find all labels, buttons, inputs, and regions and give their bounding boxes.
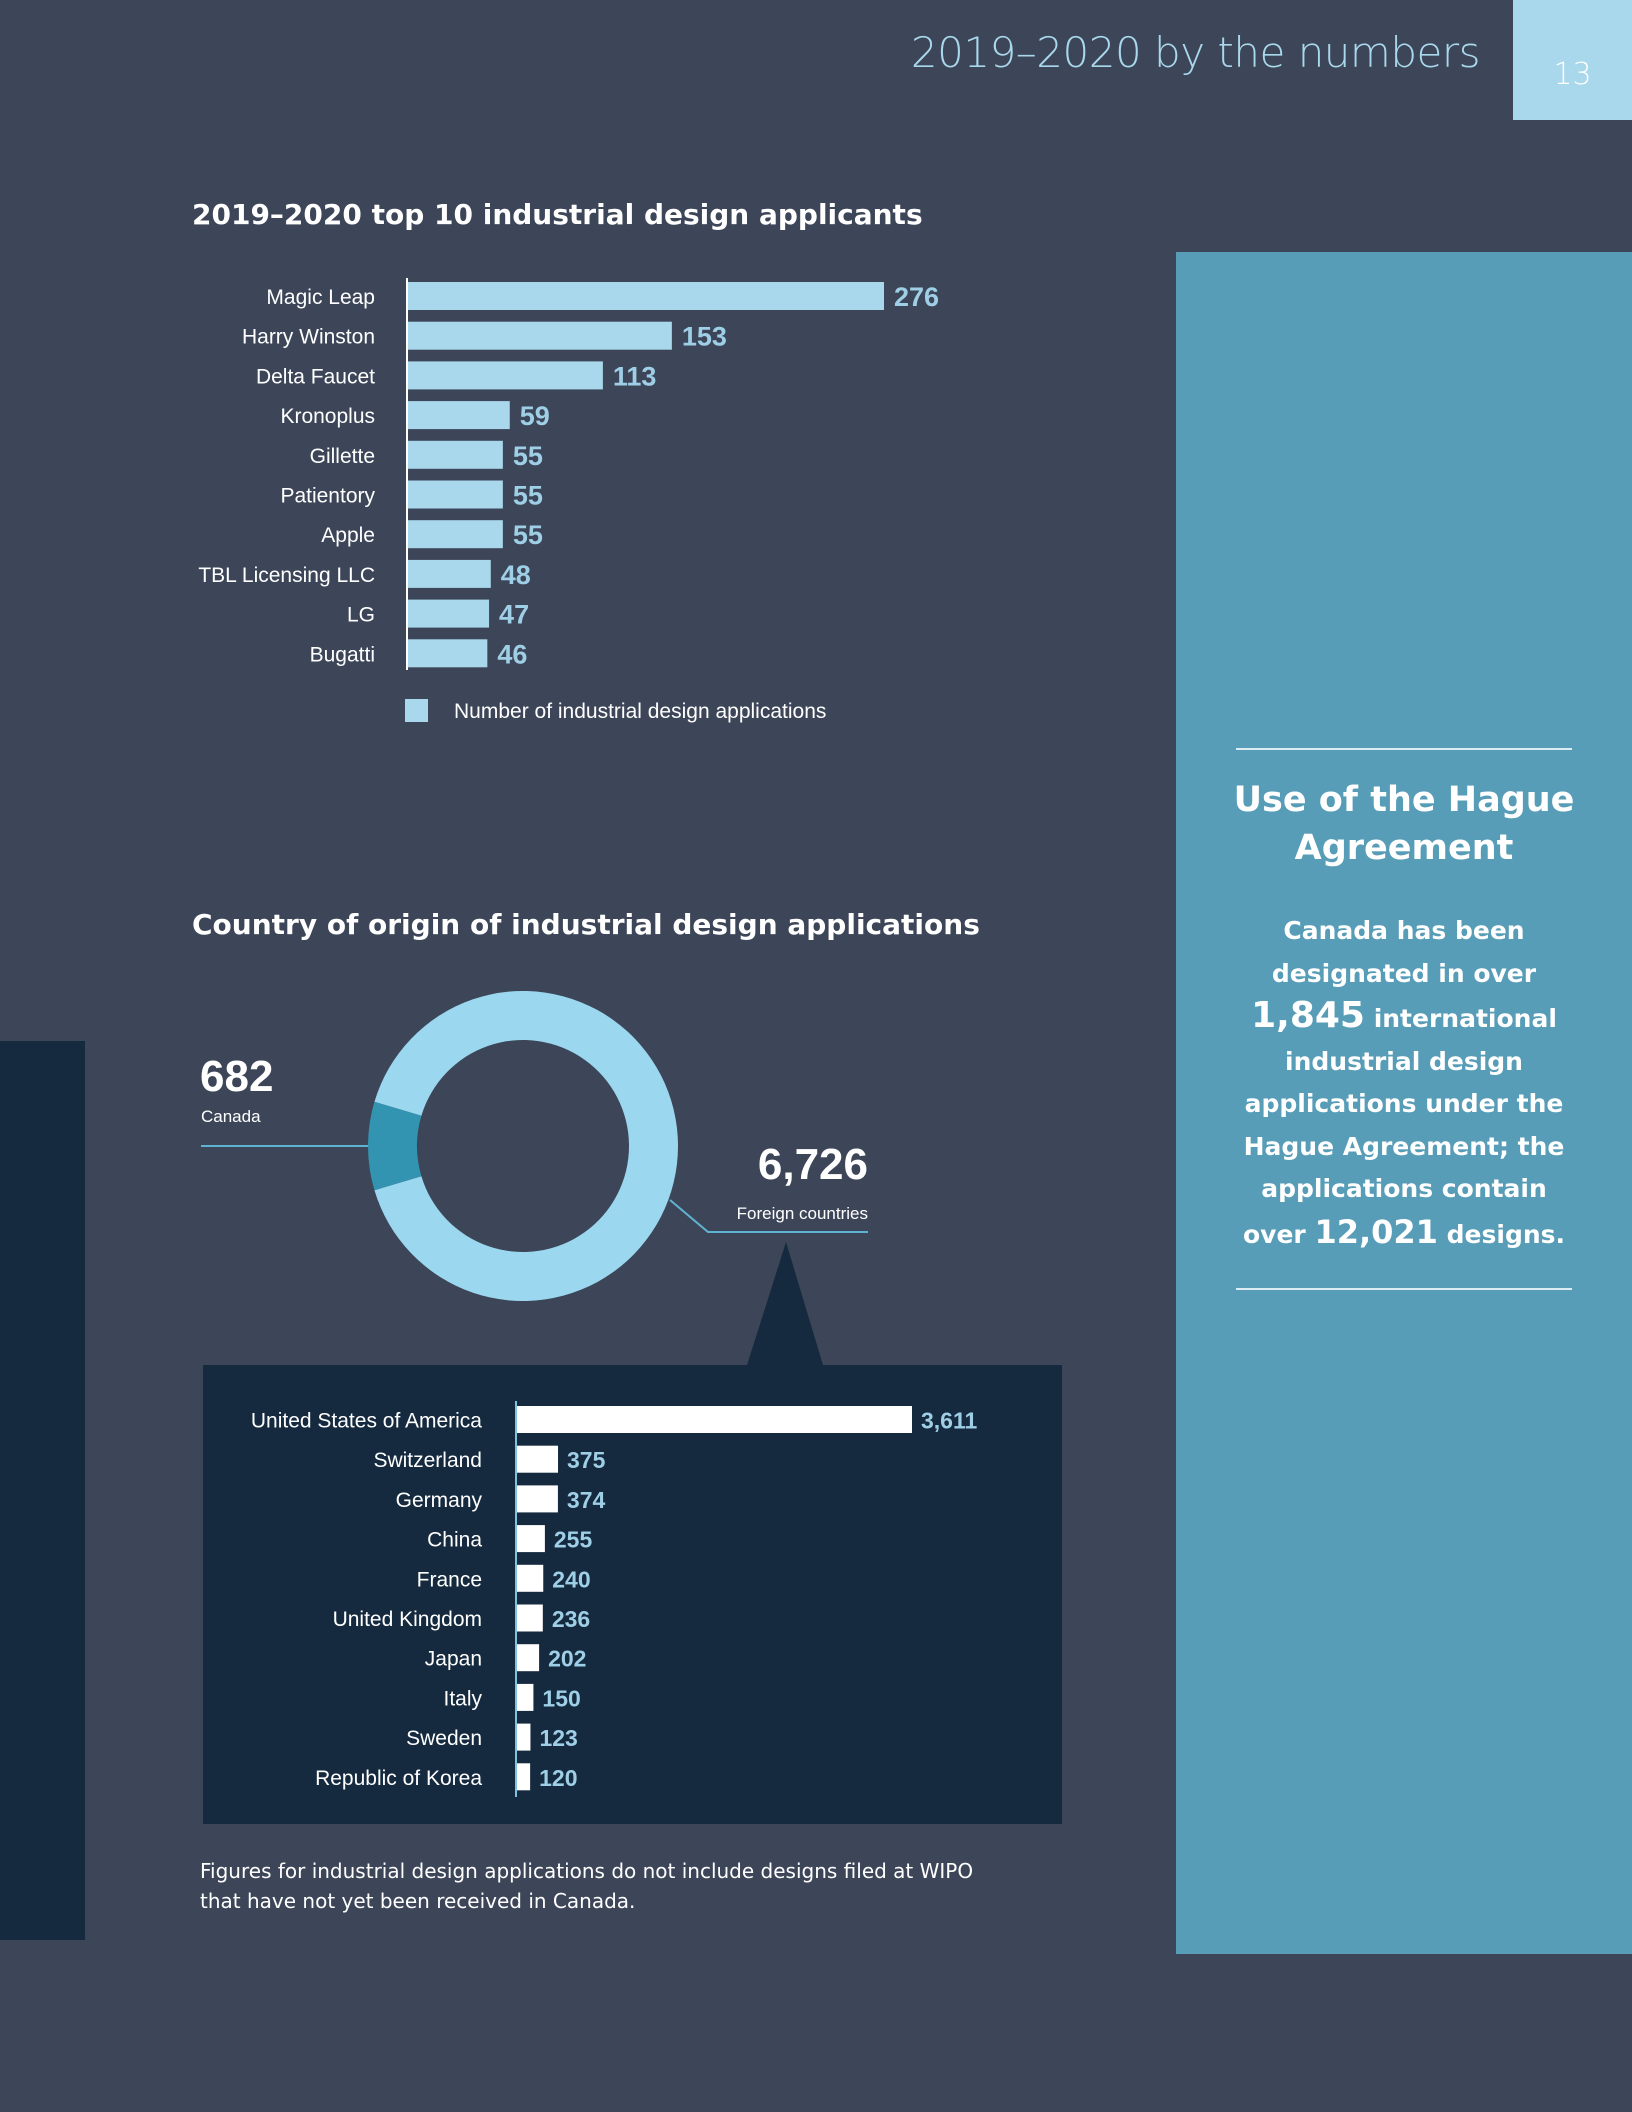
country-bar-china <box>517 1525 545 1553</box>
country-value-japan: 202 <box>548 1646 586 1672</box>
applicant-value-magic-leap: 276 <box>894 282 939 312</box>
applicant-bar-magic-leap <box>408 282 884 310</box>
applicant-value-bugatti: 46 <box>497 639 527 669</box>
country-bar-italy <box>517 1683 534 1711</box>
country-bar-republic-of-korea <box>517 1763 531 1791</box>
country-label-germany: Germany <box>396 1489 483 1512</box>
country-value-switzerland: 375 <box>567 1447 606 1473</box>
applicant-label-tbl-licensing-llc: TBL Licensing LLC <box>198 564 375 587</box>
sidebar-bottom-rule <box>1236 1288 1572 1290</box>
country-label-japan: Japan <box>425 1648 482 1671</box>
applicant-bar-bugatti <box>408 639 488 668</box>
applicant-bar-patientory <box>408 480 503 509</box>
donut-slice-canada <box>368 1101 422 1191</box>
sidebar-text-1: Canada has been designated in over <box>1271 916 1537 988</box>
country-value-sweden: 123 <box>539 1725 577 1751</box>
applicant-label-magic-leap: Magic Leap <box>266 286 375 309</box>
foreign-leader-line <box>669 1199 868 1233</box>
applicant-label-kronoplus: Kronoplus <box>280 405 375 428</box>
left-decorative-bar <box>0 1041 85 1940</box>
canada-value: 682 <box>200 1052 273 1101</box>
country-bar-germany <box>517 1485 558 1513</box>
applicant-value-tbl-licensing-llc: 48 <box>501 560 531 590</box>
sidebar-text-3: designs. <box>1446 1219 1566 1249</box>
applicants-chart-title: 2019–2020 top 10 industrial design appli… <box>192 198 923 231</box>
applicant-label-gillette: Gillette <box>310 445 375 468</box>
origin-donut-chart: 682 Canada 6,726 Foreign countries <box>200 991 868 1365</box>
applicant-value-patientory: 55 <box>513 481 543 511</box>
applicant-bar-delta-faucet <box>408 361 603 390</box>
country-value-republic-of-korea: 120 <box>539 1765 577 1791</box>
applicant-label-bugatti: Bugatti <box>310 643 375 666</box>
foreign-value: 6,726 <box>758 1140 868 1189</box>
applicant-bar-lg <box>408 599 490 628</box>
foreign-breakdown-panel <box>203 1365 1062 1824</box>
applicant-value-gillette: 55 <box>513 441 543 471</box>
country-value-france: 240 <box>552 1566 590 1592</box>
country-value-china: 255 <box>554 1527 593 1553</box>
applicant-label-delta-faucet: Delta Faucet <box>256 365 375 388</box>
country-label-republic-of-korea: Republic of Korea <box>315 1767 482 1790</box>
country-label-italy: Italy <box>443 1687 482 1710</box>
legend-label: Number of industrial design applications <box>454 700 826 723</box>
country-bar-japan <box>517 1644 540 1672</box>
country-label-france: France <box>417 1568 482 1591</box>
applicant-value-kronoplus: 59 <box>520 401 550 431</box>
applicant-bar-kronoplus <box>408 401 510 430</box>
foreign-label: Foreign countries <box>737 1204 868 1223</box>
foreign-countries-bar-chart: United States of America 3,611 Switzerland… <box>251 1401 977 1797</box>
sidebar-body: Canada has been designated in over 1,845… <box>1226 910 1582 1256</box>
country-value-germany: 374 <box>567 1487 606 1513</box>
sidebar-number-designations: 1,845 <box>1251 995 1365 1036</box>
sidebar-top-rule <box>1236 748 1572 750</box>
page-number: 13 <box>1553 56 1592 92</box>
applicant-bar-harry-winston <box>408 321 672 350</box>
country-label-switzerland: Switzerland <box>373 1449 482 1472</box>
country-value-united-kingdom: 236 <box>552 1606 590 1632</box>
applicant-value-harry-winston: 153 <box>682 322 727 352</box>
country-label-united-kingdom: United Kingdom <box>333 1608 482 1631</box>
applicants-bar-chart: Magic Leap 276 Harry Winston 153 Delta Fauce… <box>198 278 939 723</box>
country-bar-united-kingdom <box>517 1604 543 1632</box>
applicant-value-apple: 55 <box>513 520 543 550</box>
applicant-bar-gillette <box>408 440 503 469</box>
legend-swatch <box>405 699 428 722</box>
applicant-value-delta-faucet: 113 <box>613 361 657 391</box>
country-value-united-states-of-america: 3,611 <box>921 1408 977 1434</box>
country-label-sweden: Sweden <box>406 1727 482 1750</box>
applicant-label-apple: Apple <box>321 524 375 547</box>
page-header-title: 2019–2020 by the numbers <box>910 28 1481 77</box>
footnote: Figures for industrial design applicatio… <box>200 1859 974 1913</box>
applicant-label-patientory: Patientory <box>280 485 375 508</box>
hague-sidebar: Use of the Hague Agreement Canada has be… <box>1176 252 1632 1954</box>
country-bar-switzerland <box>517 1445 559 1473</box>
applicant-value-lg: 47 <box>499 600 529 630</box>
sidebar-number-designs: 12,021 <box>1314 1212 1438 1251</box>
canada-label: Canada <box>201 1107 261 1126</box>
origin-chart-title: Country of origin of industrial design a… <box>192 908 980 941</box>
donut-slice-foreign-countries <box>374 991 679 1301</box>
country-bar-sweden <box>517 1723 531 1751</box>
country-bar-france <box>517 1564 544 1592</box>
sidebar-text-2: international industrial design applicat… <box>1242 1004 1565 1249</box>
page-number-tab: 13 <box>1513 0 1632 120</box>
country-label-united-states-of-america: United States of America <box>251 1410 482 1433</box>
sidebar-title: Use of the Hague Agreement <box>1233 780 1575 868</box>
callout-pointer <box>747 1242 823 1365</box>
applicant-label-harry-winston: Harry Winston <box>242 326 375 349</box>
country-value-italy: 150 <box>542 1685 580 1711</box>
applicant-bar-tbl-licensing-llc <box>408 559 491 588</box>
applicant-bar-apple <box>408 520 503 549</box>
country-bar-united-states-of-america <box>517 1406 912 1433</box>
applicant-label-lg: LG <box>347 604 375 627</box>
country-label-china: China <box>427 1529 482 1552</box>
